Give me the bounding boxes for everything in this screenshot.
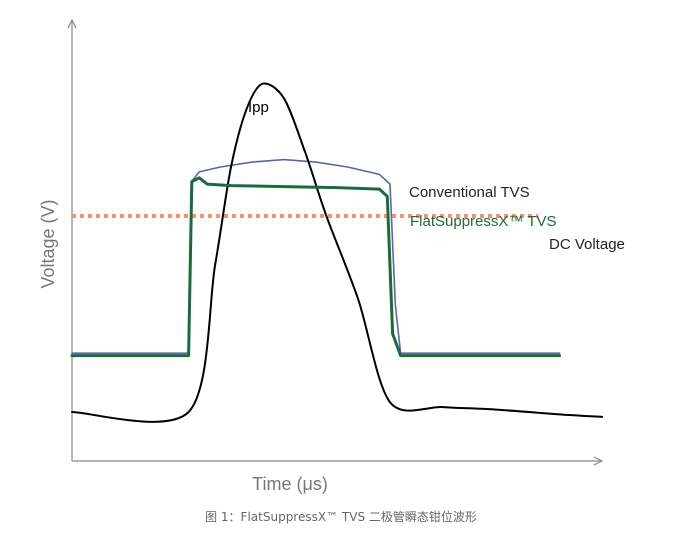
label-conventional-tvs: Conventional TVS (409, 184, 530, 201)
series-layer (70, 82, 603, 423)
figure-caption: 图 1：FlatSuppressX™ TVS 二极管瞬态钳位波形 (205, 510, 477, 524)
y-axis-label: Voltage (V) (38, 199, 58, 288)
axes: Time (μs) Voltage (V) (38, 18, 604, 494)
x-axis-arrow (593, 456, 604, 466)
label-flatsuppressx-tvs: FlatSuppressX™ TVS (410, 213, 556, 230)
x-axis-label: Time (μs) (252, 474, 328, 494)
series-ipp (71, 82, 603, 423)
y-axis-arrow (67, 18, 77, 29)
labels-layer: Ipp Conventional TVS FlatSuppressX™ TVS DC … (248, 99, 625, 253)
chart: Time (μs) Voltage (V) Ipp Conventional TVS… (38, 18, 625, 494)
label-ipp: Ipp (248, 99, 269, 116)
series-conventional-tvs (71, 158, 561, 354)
label-dc-voltage: DC Voltage (549, 236, 625, 253)
series-flatsuppressx-tvs (70, 176, 562, 358)
